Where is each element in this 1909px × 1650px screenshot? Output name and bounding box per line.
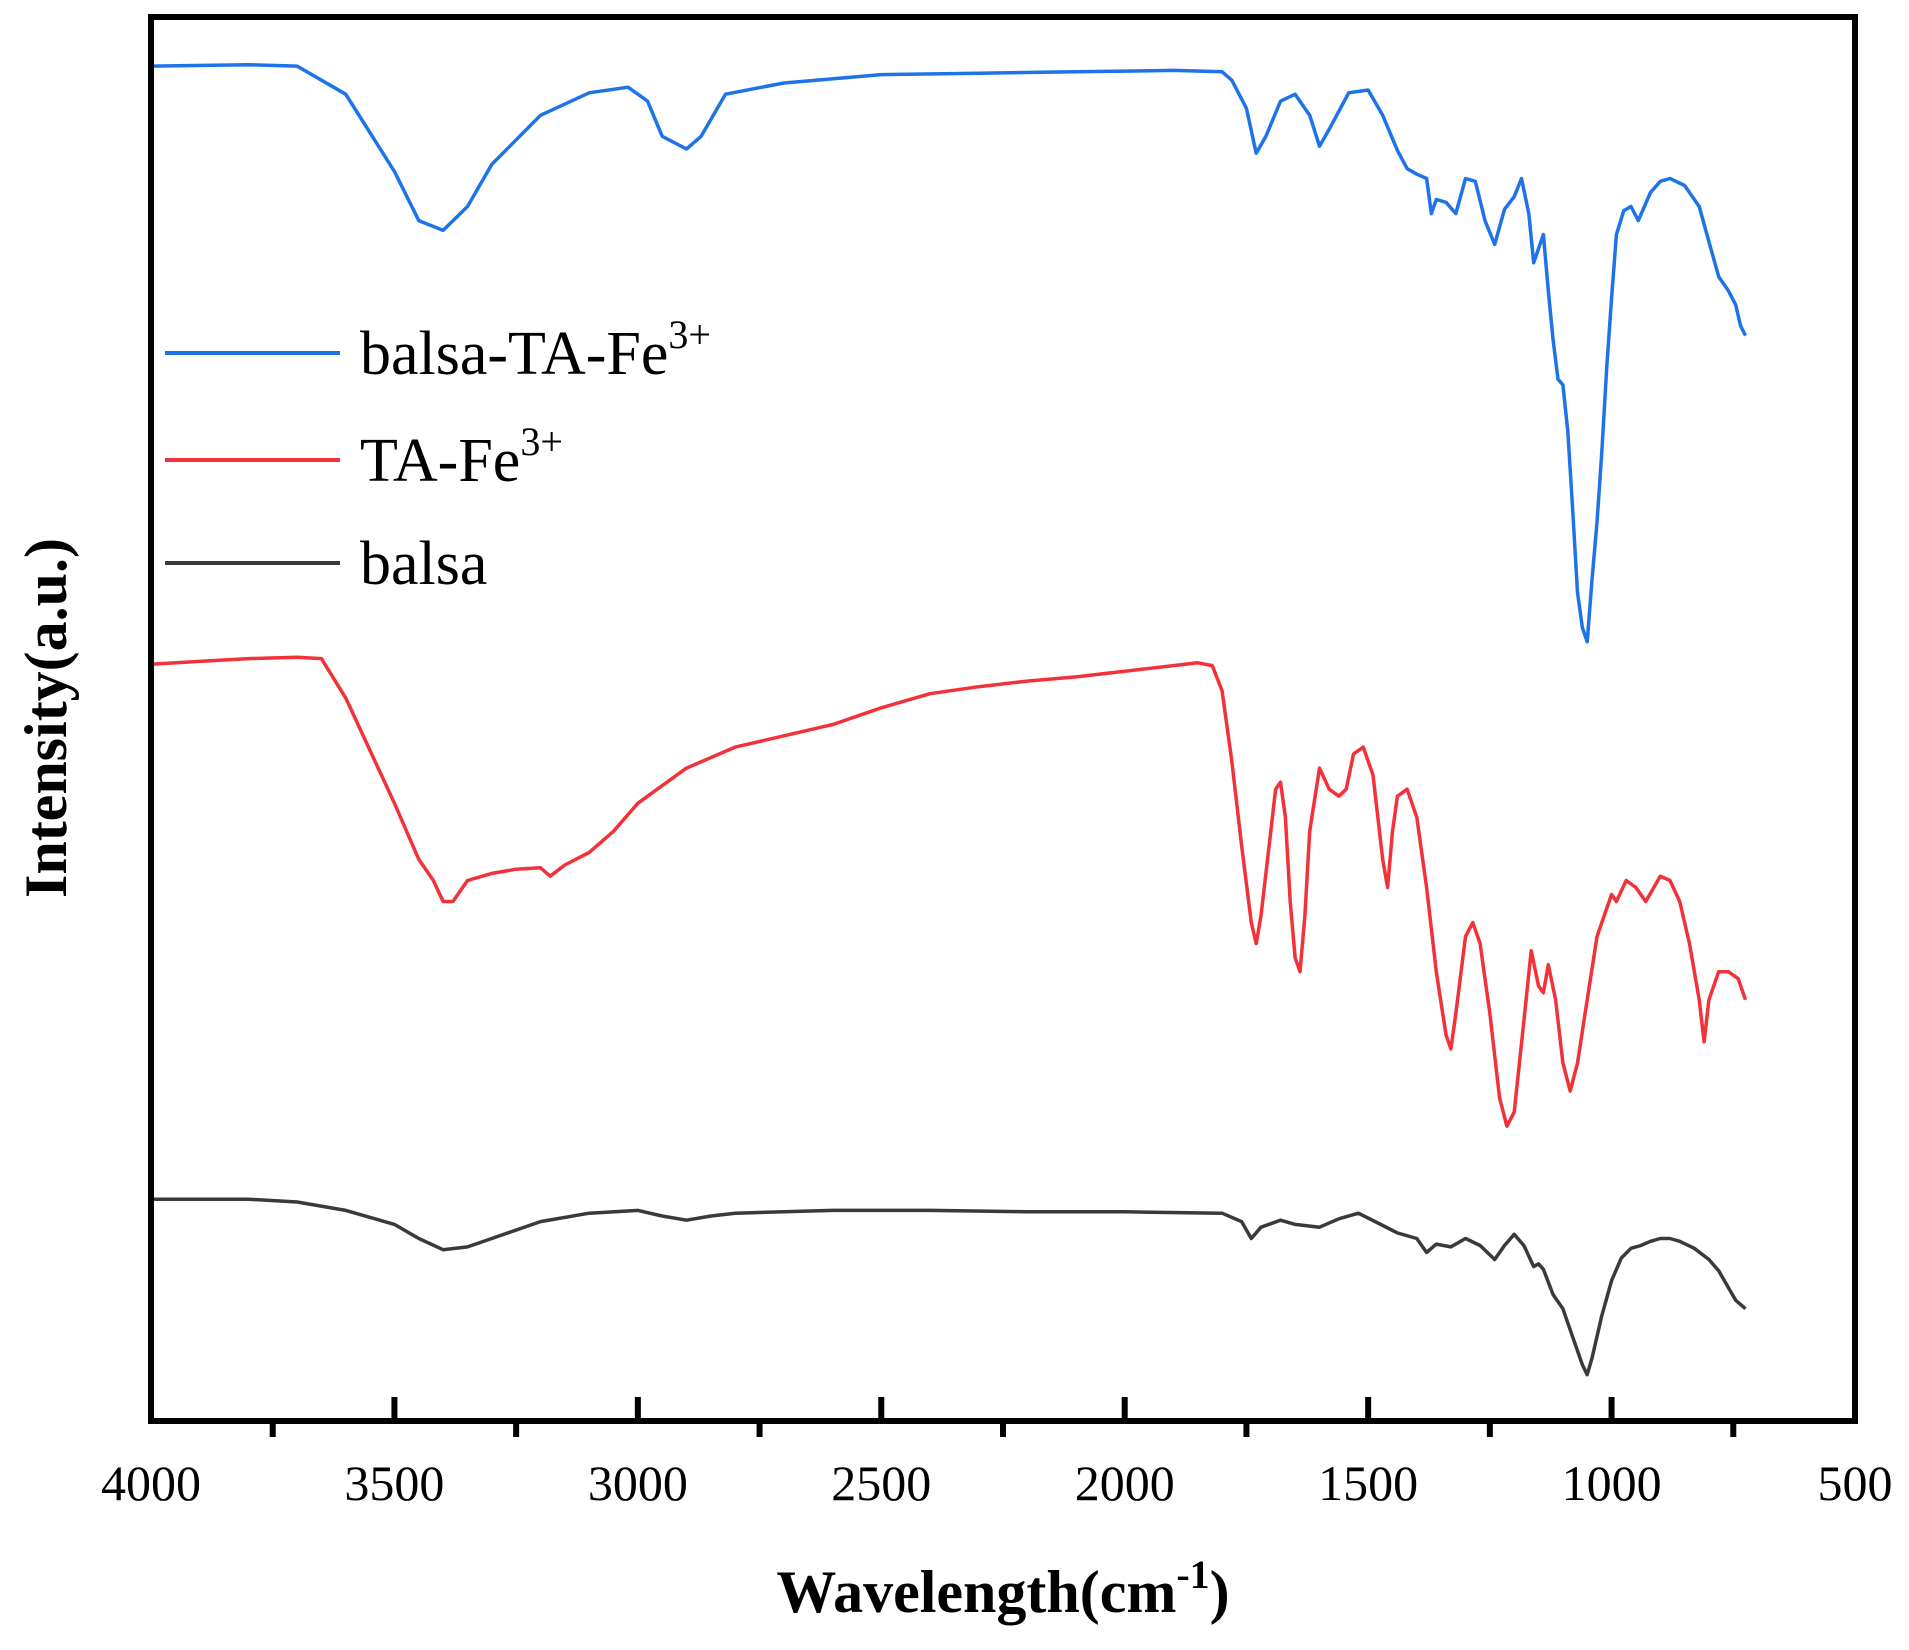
x-axis-title-sup: -1 — [1176, 1552, 1209, 1597]
y-axis-title: Intensity(a.u.) — [13, 538, 79, 898]
series-line-ta-fe — [150, 655, 1748, 1128]
x-axis-ticks: 4000 3500 3000 2500 2000 1500 1000 500 — [101, 1397, 1893, 1511]
legend-label-balsa-main: balsa — [360, 530, 487, 598]
series-line-balsa — [151, 1197, 1747, 1377]
x-tick-label: 3000 — [588, 1455, 688, 1511]
series-line-balsa-ta-fe — [150, 62, 1748, 644]
x-tick-label: 1500 — [1318, 1455, 1418, 1511]
series-layer — [150, 62, 1748, 1377]
legend-label-balsa: balsa — [360, 530, 487, 598]
x-tick-label: 500 — [1818, 1455, 1893, 1511]
legend-label-ta-fe-main: TA-Fe — [360, 427, 520, 495]
x-tick-label: 3500 — [344, 1455, 444, 1511]
x-tick-label: 4000 — [101, 1455, 201, 1511]
legend: balsa-TA-Fe3+ TA-Fe3+ balsa — [165, 312, 711, 598]
legend-label-balsa-ta-fe-sup: 3+ — [668, 312, 711, 357]
x-tick-label: 1000 — [1562, 1455, 1662, 1511]
x-axis-title-main: Wavelength(cm — [776, 1559, 1176, 1625]
x-tick-label: 2000 — [1075, 1455, 1175, 1511]
x-tick-label: 2500 — [831, 1455, 931, 1511]
x-axis-title-close: ) — [1210, 1559, 1230, 1625]
x-axis-title: Wavelength(cm-1) — [776, 1552, 1229, 1625]
legend-label-balsa-ta-fe: balsa-TA-Fe3+ — [360, 312, 711, 388]
legend-label-ta-fe-sup: 3+ — [520, 419, 563, 464]
legend-label-ta-fe: TA-Fe3+ — [360, 419, 563, 495]
legend-label-balsa-ta-fe-main: balsa-TA-Fe — [360, 320, 668, 388]
